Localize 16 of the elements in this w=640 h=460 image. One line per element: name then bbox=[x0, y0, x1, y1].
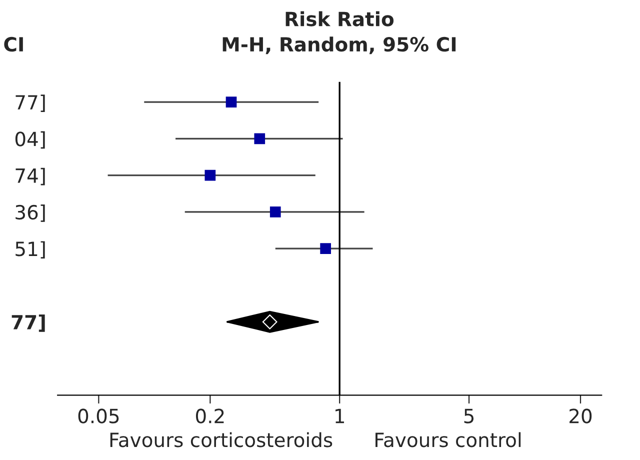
y-tick-label: 36] bbox=[16, 204, 45, 222]
y-tick-label: 74] bbox=[16, 168, 45, 186]
x-tick-label: 1 bbox=[336, 408, 344, 424]
x-tick-label: 0.05 bbox=[78, 408, 119, 424]
chart-subtitle: M-H, Random, 95% CI bbox=[222, 36, 456, 54]
x-tick-label: 0.2 bbox=[196, 408, 224, 424]
y-tick-label: 77] bbox=[16, 94, 45, 112]
x-tick-label: 20 bbox=[570, 408, 592, 424]
y-tick-label: 77] bbox=[12, 314, 45, 332]
text: Favours corticosteroids bbox=[110, 432, 332, 448]
y-tick-label: 51] bbox=[16, 241, 45, 259]
x-tick-label: 5 bbox=[464, 408, 474, 424]
text: CI bbox=[4, 36, 23, 52]
text: Favours control bbox=[376, 432, 521, 448]
y-tick-label: 04] bbox=[15, 131, 45, 149]
chart-title: Risk Ratio bbox=[286, 11, 394, 26]
